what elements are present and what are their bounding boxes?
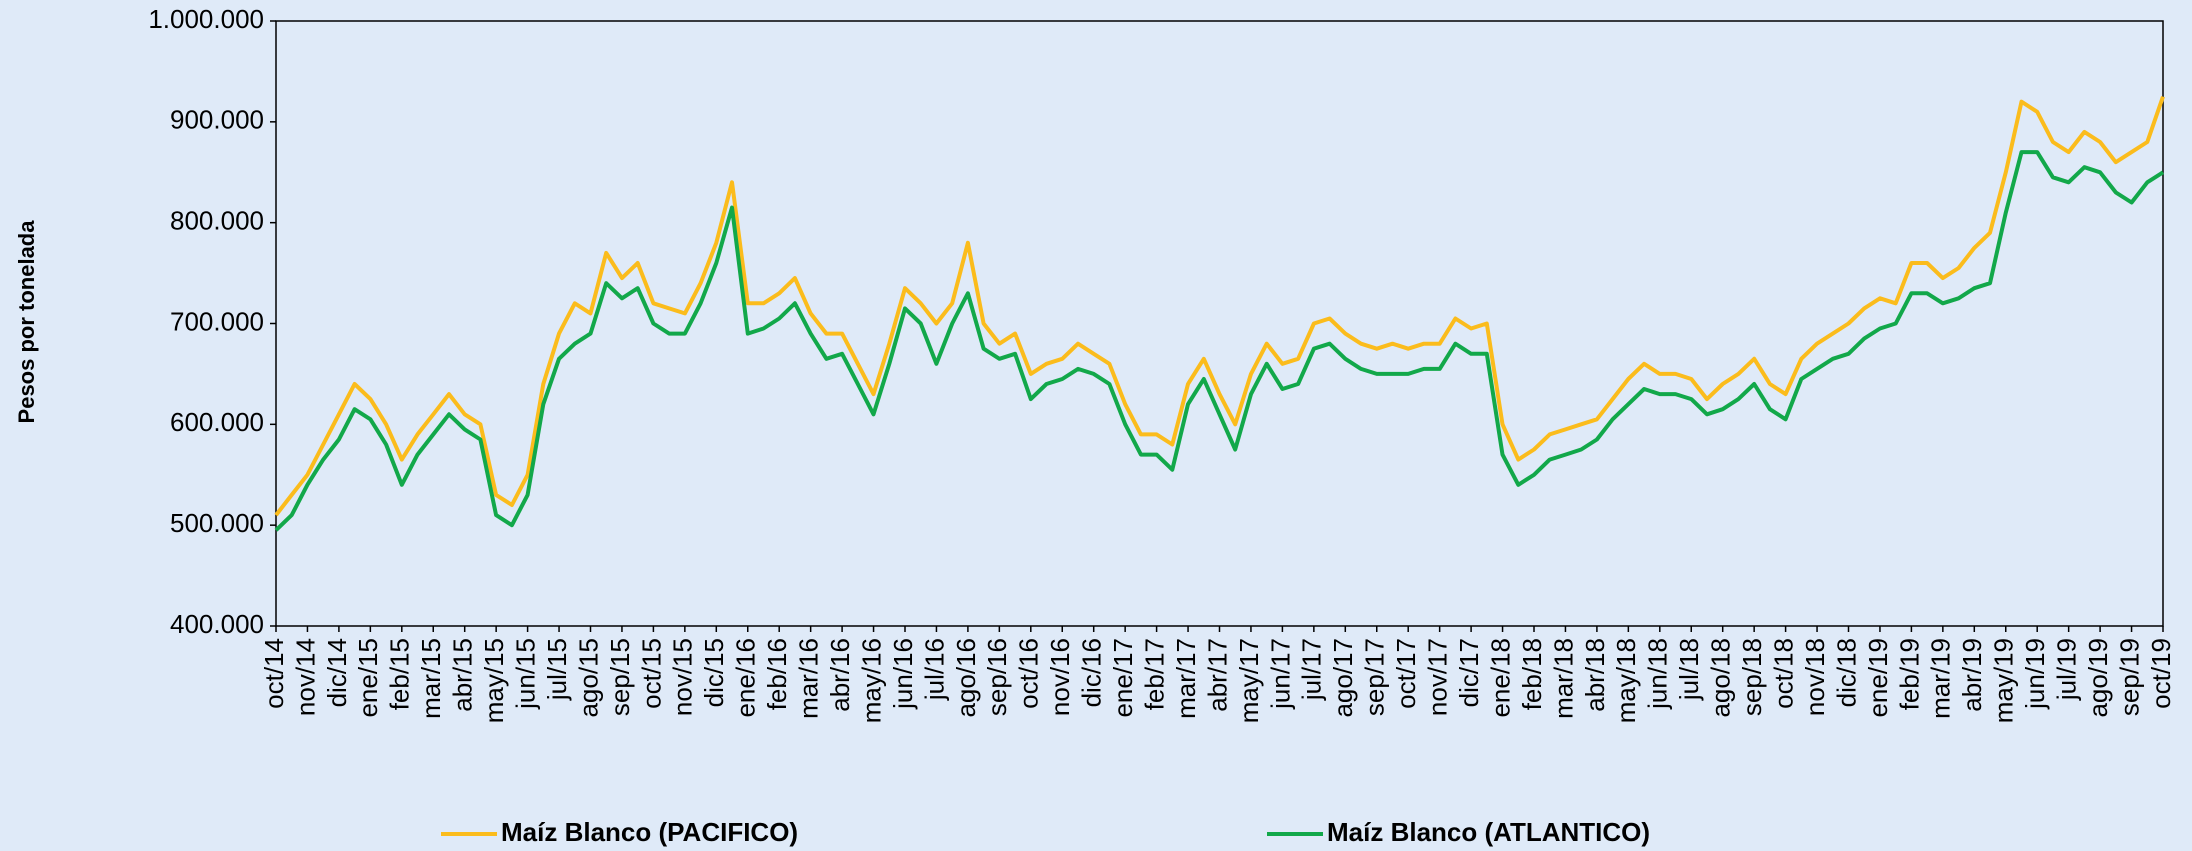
y-tick-label: 600.000 bbox=[170, 407, 264, 437]
x-tick-label: may/19 bbox=[1989, 638, 2019, 723]
x-tick-label: may/18 bbox=[1611, 638, 1641, 723]
x-tick-label: ene/15 bbox=[353, 638, 383, 718]
legend-label: Maíz Blanco (PACIFICO) bbox=[501, 817, 798, 847]
y-tick-label: 400.000 bbox=[170, 609, 264, 639]
x-tick-label: may/17 bbox=[1234, 638, 1264, 723]
x-tick-label: jul/17 bbox=[1297, 638, 1327, 701]
x-tick-label: oct/15 bbox=[636, 638, 666, 709]
x-tick-label: feb/16 bbox=[762, 638, 792, 710]
x-tick-label: jun/15 bbox=[510, 638, 540, 710]
x-tick-label: nov/15 bbox=[668, 638, 698, 716]
x-tick-label: jul/18 bbox=[1674, 638, 1704, 701]
y-tick-label: 1.000.000 bbox=[148, 4, 264, 34]
x-tick-label: oct/14 bbox=[259, 638, 289, 709]
x-tick-label: ago/15 bbox=[573, 638, 603, 718]
x-tick-label: nov/17 bbox=[1423, 638, 1453, 716]
x-tick-label: sep/17 bbox=[1360, 638, 1390, 716]
y-axis-title: Pesos por tonelada bbox=[14, 220, 39, 424]
x-tick-label: ago/16 bbox=[951, 638, 981, 718]
x-tick-label: dic/15 bbox=[699, 638, 729, 707]
x-tick-label: dic/18 bbox=[1831, 638, 1861, 707]
x-tick-label: feb/18 bbox=[1517, 638, 1547, 710]
x-tick-label: jul/19 bbox=[2052, 638, 2082, 701]
x-tick-label: jun/16 bbox=[888, 638, 918, 710]
x-tick-label: abr/18 bbox=[1580, 638, 1610, 712]
series-line bbox=[274, 150, 2165, 532]
x-tick-label: abr/15 bbox=[448, 638, 478, 712]
x-tick-label: abr/19 bbox=[1957, 638, 1987, 712]
plot-area bbox=[275, 20, 2164, 627]
x-tick-label: mar/17 bbox=[1171, 638, 1201, 719]
x-tick-label: mar/19 bbox=[1926, 638, 1956, 719]
x-tick-label: oct/17 bbox=[1391, 638, 1421, 709]
x-tick-label: may/16 bbox=[856, 638, 886, 723]
x-tick-label: feb/19 bbox=[1894, 638, 1924, 710]
x-tick-label: oct/16 bbox=[1014, 638, 1044, 709]
x-tick-label: sep/15 bbox=[605, 638, 635, 716]
x-tick-label: oct/18 bbox=[1768, 638, 1798, 709]
y-tick-label: 800.000 bbox=[170, 206, 264, 236]
x-tick-label: jun/19 bbox=[2020, 638, 2050, 710]
x-tick-label: ene/19 bbox=[1863, 638, 1893, 718]
y-tick-label: 900.000 bbox=[170, 105, 264, 135]
x-tick-label: mar/18 bbox=[1548, 638, 1578, 719]
x-tick-label: sep/16 bbox=[982, 638, 1012, 716]
x-tick-label: oct/19 bbox=[2146, 638, 2176, 709]
x-tick-label: jun/18 bbox=[1643, 638, 1673, 710]
x-tick-label: jul/15 bbox=[542, 638, 572, 701]
x-tick-label: jul/16 bbox=[919, 638, 949, 701]
x-tick-label: dic/16 bbox=[1077, 638, 1107, 707]
x-tick-label: feb/17 bbox=[1139, 638, 1169, 710]
x-tick-label: abr/17 bbox=[1202, 638, 1232, 712]
x-tick-label: sep/19 bbox=[2114, 638, 2144, 716]
x-tick-label: abr/16 bbox=[825, 638, 855, 712]
y-tick-label: 700.000 bbox=[170, 306, 264, 336]
x-tick-label: nov/14 bbox=[290, 638, 320, 716]
series-line bbox=[274, 95, 2165, 517]
x-tick-label: dic/17 bbox=[1454, 638, 1484, 707]
x-tick-label: feb/15 bbox=[385, 638, 415, 710]
x-tick-label: ago/18 bbox=[1706, 638, 1736, 718]
x-tick-label: ene/18 bbox=[1485, 638, 1515, 718]
y-tick-label: 500.000 bbox=[170, 508, 264, 538]
x-tick-label: dic/14 bbox=[322, 638, 352, 707]
x-tick-label: nov/16 bbox=[1045, 638, 1075, 716]
legend-label: Maíz Blanco (ATLANTICO) bbox=[1327, 817, 1650, 847]
x-tick-label: ene/17 bbox=[1108, 638, 1138, 718]
x-tick-label: ago/17 bbox=[1328, 638, 1358, 718]
x-tick-label: may/15 bbox=[479, 638, 509, 723]
x-tick-label: nov/18 bbox=[1800, 638, 1830, 716]
x-tick-label: ene/16 bbox=[731, 638, 761, 718]
x-tick-label: ago/19 bbox=[2083, 638, 2113, 718]
x-tick-label: jun/17 bbox=[1265, 638, 1295, 710]
x-tick-label: sep/18 bbox=[1737, 638, 1767, 716]
x-tick-label: mar/15 bbox=[416, 638, 446, 719]
x-tick-label: mar/16 bbox=[794, 638, 824, 719]
